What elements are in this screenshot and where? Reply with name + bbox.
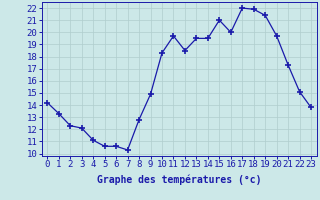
X-axis label: Graphe des températures (°c): Graphe des températures (°c)	[97, 175, 261, 185]
